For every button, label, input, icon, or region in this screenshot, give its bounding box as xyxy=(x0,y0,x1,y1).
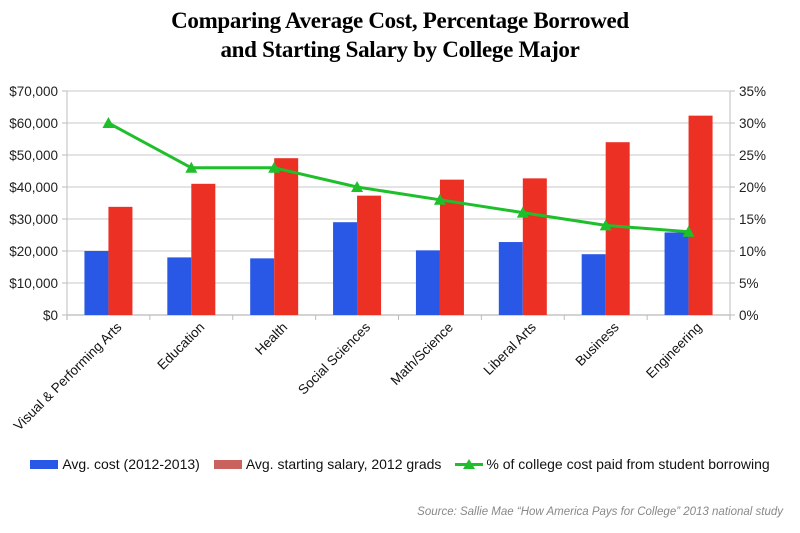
legend-swatch-avg-cost xyxy=(30,459,59,469)
left-axis-tick-label: $60,000 xyxy=(9,116,58,131)
bar-starting-salary xyxy=(357,195,382,315)
x-axis-category-label: Social Sciences xyxy=(295,319,373,397)
line-marker-triangle xyxy=(516,206,529,218)
line-marker-triangle xyxy=(433,193,446,205)
bar-avg-cost xyxy=(84,251,109,315)
x-axis-category-label: Engineering xyxy=(643,320,705,382)
left-axis-tick-label: $20,000 xyxy=(9,244,58,259)
legend-item-starting-salary: Avg. starting salary, 2012 grads xyxy=(213,456,442,472)
x-axis-category-label: Health xyxy=(252,320,290,358)
legend: Avg. cost (2012-2013) Avg. starting sala… xyxy=(0,456,800,472)
right-axis-tick-label: 15% xyxy=(739,212,766,227)
left-axis-tick-label: $70,000 xyxy=(9,84,58,99)
bar-starting-salary xyxy=(522,178,547,315)
bar-avg-cost xyxy=(581,254,606,315)
right-axis-tick-label: 35% xyxy=(739,84,766,99)
line-marker-triangle xyxy=(185,161,198,173)
line-pct-borrowed xyxy=(107,121,689,234)
right-axis-tick-label: 5% xyxy=(739,276,759,291)
right-axis-tick-label: 10% xyxy=(739,244,766,259)
bar-avg-cost xyxy=(250,258,275,315)
bar-avg-cost xyxy=(333,222,358,315)
x-axis-category-label: Math/Science xyxy=(388,320,456,388)
line-marker-triangle xyxy=(102,117,115,128)
left-axis-tick-label: $10,000 xyxy=(9,276,58,291)
legend-label-pct-borrowed: % of college cost paid from student borr… xyxy=(486,456,770,472)
bar-avg-cost xyxy=(664,232,689,315)
legend-swatch-starting-salary xyxy=(213,459,242,469)
chart-title: Comparing Average Cost, Percentage Borro… xyxy=(0,6,800,64)
bar-starting-salary xyxy=(191,183,216,315)
source-note: Source: Sallie Mae “How America Pays for… xyxy=(417,506,783,518)
line-marker-triangle xyxy=(268,161,281,173)
bar-avg-cost xyxy=(498,242,523,315)
bar-starting-salary xyxy=(274,158,299,315)
x-axis-category-label: Business xyxy=(572,319,622,369)
bar-avg-cost xyxy=(167,257,192,315)
legend-label-starting-salary: Avg. starting salary, 2012 grads xyxy=(245,456,442,472)
left-axis-tick-label: $40,000 xyxy=(9,180,58,195)
bar-starting-salary xyxy=(108,206,133,315)
legend-item-pct-borrowed: % of college cost paid from student borr… xyxy=(455,456,770,472)
x-axis-category-label: Visual & Performing Arts xyxy=(11,319,125,433)
right-axis-tick-label: 25% xyxy=(739,148,766,163)
right-axis-tick-label: 20% xyxy=(739,180,766,195)
legend-item-avg-cost: Avg. cost (2012-2013) xyxy=(30,456,200,472)
x-axis-category-label: Liberal Arts xyxy=(481,319,540,378)
left-axis-tick-label: $30,000 xyxy=(9,212,58,227)
right-axis-tick-label: 0% xyxy=(739,308,759,323)
chart-title-line-2: and Starting Salary by College Major xyxy=(220,37,580,62)
right-axis-tick-label: 30% xyxy=(739,116,766,131)
legend-label-avg-cost: Avg. cost (2012-2013) xyxy=(62,456,200,472)
x-axis-category-label: Education xyxy=(154,320,207,373)
line-marker-triangle xyxy=(682,225,695,237)
legend-swatch-pct-borrowed-triangle-icon xyxy=(455,458,484,470)
line-marker-triangle xyxy=(351,181,364,192)
left-axis-tick-label: $0 xyxy=(43,308,58,323)
chart-title-line-1: Comparing Average Cost, Percentage Borro… xyxy=(171,8,629,33)
bar-avg-cost xyxy=(415,250,440,315)
bar-starting-salary xyxy=(688,115,713,315)
left-axis-tick-label: $50,000 xyxy=(9,148,58,163)
line-marker-triangle xyxy=(599,219,612,231)
